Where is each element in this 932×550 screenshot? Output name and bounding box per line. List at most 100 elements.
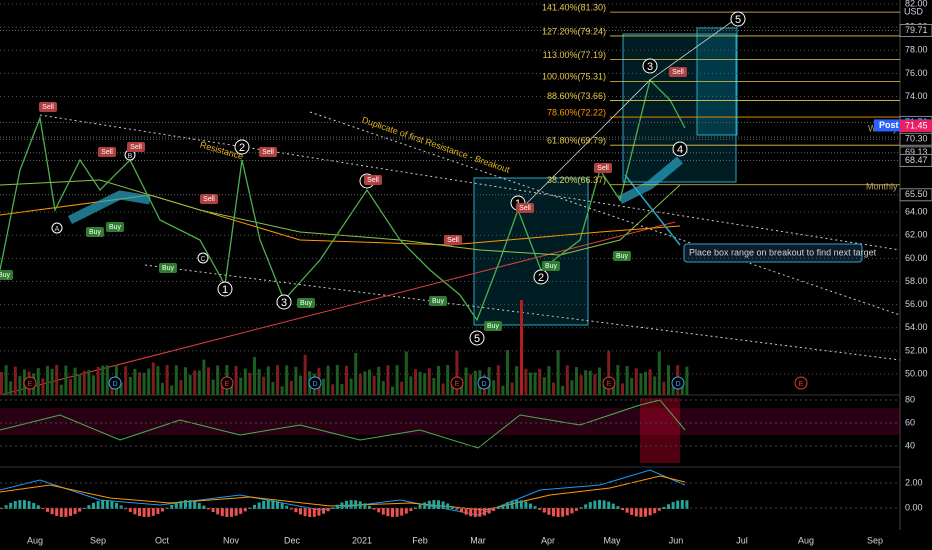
macd-hist — [423, 502, 427, 509]
wave-marker — [217, 281, 233, 297]
volume-bar — [358, 373, 362, 395]
macd-hist — [82, 507, 86, 509]
macd-hist — [432, 500, 436, 509]
volume-bar — [561, 385, 565, 395]
volume-bar — [69, 379, 72, 395]
price-tag-label: 69.13 — [905, 147, 928, 157]
macd-hist — [570, 508, 574, 514]
sell-signal — [200, 194, 218, 204]
last-tag — [900, 119, 932, 132]
callout-text: Place box range on breakout to find next… — [689, 247, 877, 257]
volume-bar — [657, 351, 661, 395]
price-line — [0, 78, 686, 322]
macd-hist — [331, 507, 335, 509]
time-label: Nov — [223, 535, 240, 545]
volume-bar — [105, 365, 109, 395]
volume-bar — [64, 365, 68, 395]
macd-hist — [611, 503, 615, 509]
macd-hist — [427, 500, 431, 509]
wave-label: 1 — [222, 284, 228, 296]
macd-hist — [552, 508, 555, 517]
volume-bar — [294, 366, 298, 395]
macd-hist — [519, 500, 523, 509]
buy-signal — [484, 321, 502, 331]
macd-hist — [299, 508, 302, 515]
event-marker — [220, 376, 234, 390]
event-marker — [794, 376, 808, 390]
buy-signal — [0, 270, 13, 280]
volume-bar — [147, 368, 151, 395]
volume-bar — [584, 370, 588, 395]
macd-hist — [4, 505, 8, 509]
volume-bar — [446, 365, 450, 395]
macd-hist — [13, 501, 17, 509]
volume-bar — [639, 373, 643, 395]
time-label: Sep — [90, 535, 106, 545]
callout-box — [683, 243, 863, 263]
volume-bar — [253, 357, 256, 395]
macd-hist — [676, 500, 680, 509]
wave-label: 4 — [677, 144, 683, 156]
volume-bar — [193, 370, 197, 395]
macd-hist — [230, 508, 233, 517]
volume-bar — [377, 366, 381, 395]
macd-hist — [128, 508, 132, 512]
macd-hist — [542, 508, 546, 513]
volume-bar — [184, 367, 187, 395]
price-tag — [899, 188, 932, 202]
macd-hist — [386, 508, 390, 517]
volume-bar — [188, 374, 192, 395]
buy-label: Buy — [89, 229, 102, 236]
sell-label: Sell — [367, 177, 379, 184]
event-marker — [308, 376, 322, 390]
macd-hist — [312, 508, 316, 517]
volume-bar — [285, 365, 289, 395]
volume-bar — [9, 381, 13, 395]
macd-hist — [69, 508, 72, 516]
macd-hist — [556, 508, 560, 517]
macd-hist — [142, 508, 146, 517]
macd-hist — [197, 503, 201, 509]
macd-hist — [156, 508, 160, 514]
fib-label: 88.60%(73.66) — [547, 91, 606, 101]
sell-signal — [98, 147, 116, 157]
macd-hist — [464, 508, 468, 515]
volume-bar — [630, 377, 634, 395]
wave-marker — [642, 58, 658, 74]
volume-bar — [391, 386, 394, 395]
macd-hist — [308, 508, 312, 517]
macd-hist — [179, 500, 183, 509]
macd-hist — [133, 508, 137, 515]
macd-hist — [92, 502, 95, 509]
macd-hist — [639, 508, 643, 517]
volume-bar — [266, 366, 270, 395]
volume-bar — [170, 385, 174, 395]
volume-bar — [524, 368, 528, 395]
wave-marker — [730, 11, 746, 27]
volume-bar — [363, 371, 367, 395]
macd-hist — [193, 501, 197, 509]
macd-hist — [667, 504, 670, 509]
macd-hist — [602, 500, 606, 509]
macd-hist — [101, 500, 105, 509]
time-label: Dec — [284, 535, 301, 545]
volume-bar — [432, 378, 436, 395]
sell-signal — [259, 147, 277, 157]
volume-bar — [78, 374, 82, 395]
volume-bar — [230, 383, 233, 395]
monthly-label: Monthly — [866, 181, 898, 191]
rsi-highlight — [640, 398, 680, 463]
time-label: Jul — [736, 535, 748, 545]
volume-bar — [386, 365, 390, 395]
macd-hist — [630, 508, 634, 515]
volume-bar — [611, 384, 615, 395]
volume-bar — [165, 365, 169, 395]
abc-label: A — [55, 226, 60, 233]
volume-bar — [423, 373, 427, 395]
macd-hist — [110, 501, 114, 509]
macd-hist — [174, 502, 178, 509]
time-label: Oct — [155, 535, 170, 545]
fib-label: 113.00%(77.19) — [543, 50, 606, 60]
price-tag — [899, 23, 932, 37]
